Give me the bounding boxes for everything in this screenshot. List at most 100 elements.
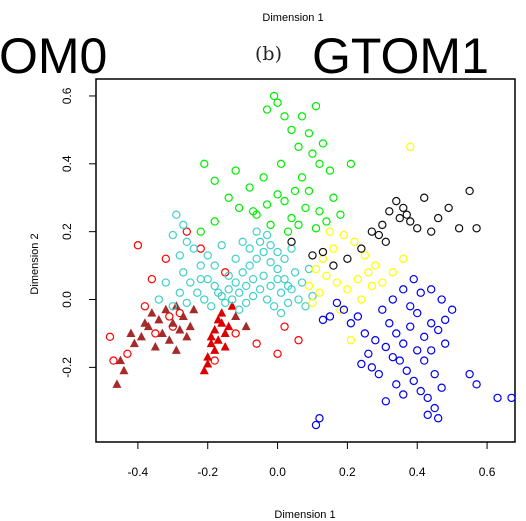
- data-point-circle: [203, 274, 212, 284]
- data-point-circle: [371, 261, 380, 270]
- data-point-circle: [318, 315, 328, 325]
- data-point-triangle: [175, 325, 185, 334]
- data-point-circle: [294, 336, 303, 345]
- data-point-triangle: [157, 328, 167, 337]
- data-point-circle: [189, 244, 198, 253]
- data-point-circle: [465, 369, 474, 379]
- data-point-circle: [210, 176, 219, 185]
- data-point-circle: [444, 203, 453, 213]
- data-point-circle: [196, 274, 205, 284]
- data-point-circle: [440, 315, 450, 325]
- y-tick-label: -0.2: [60, 357, 74, 378]
- data-point-circle: [168, 230, 178, 240]
- data-point-circle: [433, 414, 443, 423]
- data-point-circle: [109, 356, 118, 365]
- data-point-circle: [367, 227, 377, 236]
- data-point-triangle: [189, 304, 199, 314]
- data-point-circle: [472, 224, 481, 233]
- data-point-circle: [385, 319, 394, 328]
- data-point-circle: [329, 261, 338, 270]
- data-point-circle: [297, 112, 307, 121]
- data-point-circle: [423, 410, 432, 420]
- data-point-circle: [186, 278, 195, 287]
- data-point-circle: [364, 268, 373, 277]
- data-point-circle: [259, 247, 268, 257]
- y-tick-label: 0.4: [60, 155, 74, 172]
- data-point-circle: [207, 302, 216, 311]
- data-point-circle: [262, 295, 272, 304]
- data-point-circle: [343, 285, 352, 294]
- data-point-circle: [378, 220, 387, 230]
- data-point-circle: [416, 288, 425, 297]
- data-point-circle: [245, 244, 254, 253]
- data-point-circle: [350, 237, 359, 247]
- left-title-fragment: OM0: [0, 28, 107, 84]
- data-point-circle: [311, 224, 321, 233]
- data-point-circle: [378, 278, 387, 287]
- data-point-circle: [255, 285, 265, 294]
- data-point-circle: [322, 271, 331, 280]
- data-point-circle: [255, 237, 265, 247]
- data-point-circle: [123, 349, 132, 358]
- data-point-circle: [311, 264, 321, 274]
- data-point-circle: [367, 363, 377, 372]
- data-point-circle: [311, 420, 321, 430]
- data-point-circle: [364, 349, 373, 358]
- data-point-circle: [409, 274, 418, 284]
- data-point-circle: [283, 298, 293, 308]
- data-point-circle: [172, 210, 181, 219]
- data-point-circle: [406, 217, 415, 226]
- data-point-circle: [200, 159, 209, 169]
- data-point-circle: [402, 210, 411, 219]
- data-point-circle: [346, 159, 356, 169]
- data-point-circle: [332, 298, 342, 308]
- data-point-triangle: [164, 335, 174, 344]
- data-point-circle: [395, 356, 404, 365]
- data-point-circle: [248, 274, 258, 284]
- x-tick-label: 0.0: [269, 465, 286, 479]
- data-point-circle: [308, 291, 317, 301]
- data-point-circle: [357, 295, 366, 304]
- y-axis-label: Dimension 2: [29, 233, 41, 294]
- data-point-circle: [385, 207, 394, 216]
- data-point-circle: [399, 203, 408, 213]
- data-point-circle: [367, 281, 377, 291]
- data-point-circle: [406, 142, 415, 152]
- data-point-circle: [304, 129, 314, 138]
- data-point-circle: [273, 274, 282, 284]
- data-point-circle: [325, 227, 335, 236]
- data-point-circle: [210, 261, 219, 270]
- data-point-triangle: [210, 325, 220, 334]
- data-point-circle: [151, 329, 160, 338]
- data-point-circle: [266, 220, 275, 230]
- data-point-circle: [507, 393, 516, 403]
- data-point-circle: [290, 268, 300, 277]
- data-point-circle: [147, 274, 157, 284]
- data-point-circle: [399, 254, 408, 264]
- data-point-triangle: [112, 379, 122, 388]
- data-point-circle: [220, 298, 230, 308]
- data-point-triangle: [182, 331, 192, 341]
- data-point-circle: [339, 305, 349, 314]
- data-point-circle: [287, 237, 296, 247]
- data-point-circle: [430, 403, 439, 413]
- data-point-circle: [231, 278, 240, 287]
- data-point-circle: [374, 230, 384, 240]
- data-point-circle: [210, 281, 219, 291]
- data-point-circle: [280, 112, 289, 121]
- data-point-circle: [353, 312, 363, 321]
- data-point-circle: [413, 346, 422, 355]
- y-tick-label: 0.0: [60, 291, 74, 308]
- data-point-circle: [182, 237, 191, 247]
- data-point-circle: [402, 366, 411, 375]
- data-point-circle: [294, 142, 303, 152]
- data-point-triangle: [217, 308, 227, 317]
- data-point-circle: [427, 346, 436, 355]
- data-point-circle: [182, 298, 191, 308]
- data-point-circle: [388, 268, 397, 277]
- data-point-circle: [175, 288, 184, 297]
- data-point-circle: [294, 220, 303, 230]
- data-point-circle: [273, 98, 282, 107]
- data-point-circle: [388, 352, 397, 362]
